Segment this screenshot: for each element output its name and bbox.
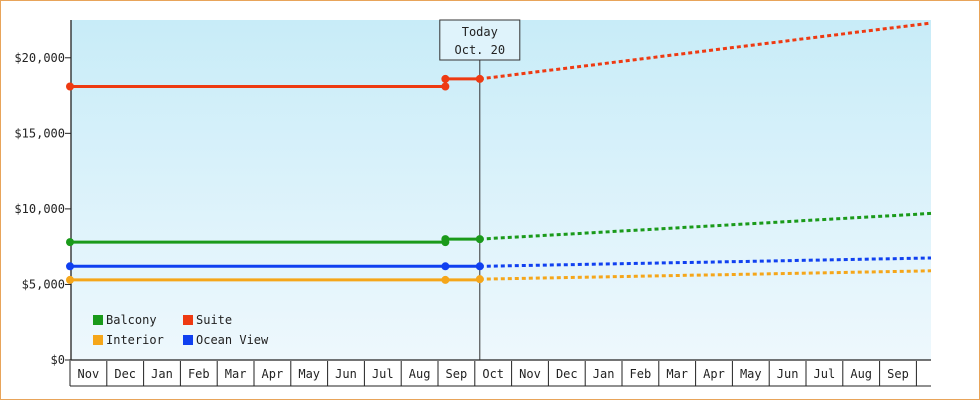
interior-point (441, 275, 450, 284)
x-tick-label: Feb (188, 367, 210, 381)
x-tick-label: Jan (151, 367, 173, 381)
legend-label-suite: Suite (196, 313, 232, 327)
balcony-point (475, 235, 484, 244)
suite-point (475, 74, 484, 83)
legend-label-interior: Interior (106, 333, 164, 347)
today-callout-box (439, 19, 521, 61)
x-tick-label: Sep (446, 367, 468, 381)
x-tick-label: Jul (372, 367, 394, 381)
x-tick-label: Oct (482, 367, 504, 381)
today-callout-line1: Today (462, 25, 498, 39)
balcony-forecast-line (479, 211, 932, 241)
suite-point (441, 82, 450, 91)
suite-point (441, 74, 450, 83)
x-tick-label: May (298, 367, 320, 381)
x-tick-label: Apr (703, 367, 725, 381)
x-tick-label: Feb (630, 367, 652, 381)
y-tick-label: $10,000 (14, 202, 65, 216)
legend-swatch-interior (93, 335, 103, 345)
y-tick-label: $20,000 (14, 51, 65, 65)
today-callout-line2: Oct. 20 (455, 43, 506, 57)
x-tick-label: Nov (78, 367, 100, 381)
x-tick-label: Aug (850, 367, 872, 381)
series-lines (66, 21, 932, 284)
y-axis: $0 $5,000 $10,000 $15,000 $20,000 (14, 20, 72, 367)
x-tick-label: Nov (519, 367, 541, 381)
legend-label-ocean-view: Ocean View (196, 333, 269, 347)
x-tick-label: May (740, 367, 762, 381)
balcony-point (441, 235, 450, 244)
interior-point (475, 275, 484, 284)
x-tick-label: Aug (409, 367, 431, 381)
x-tick-label: Dec (556, 367, 578, 381)
x-tick-label: Jul (814, 367, 836, 381)
interior-forecast-line (479, 269, 932, 281)
x-tick-label: Dec (114, 367, 136, 381)
x-tick-label: Jan (593, 367, 615, 381)
x-tick-label: Sep (887, 367, 909, 381)
suite-forecast-line (479, 21, 932, 81)
x-tick-label: Jun (777, 367, 799, 381)
x-axis: Nov Dec Jan Feb Mar Apr May Jun Jul Aug Sep Oct Nov D… (69, 359, 931, 387)
ocean-view-point (475, 262, 484, 271)
ocean-view-forecast-line (479, 256, 932, 268)
legend-swatch-ocean-view (183, 335, 193, 345)
plot-background (71, 20, 931, 360)
ocean-view-point (441, 262, 450, 271)
legend-swatch-balcony (93, 315, 103, 325)
y-tick-label: $0 (51, 353, 65, 367)
x-tick-label: Apr (262, 367, 284, 381)
x-tick-label: Jun (335, 367, 357, 381)
x-tick-label: Mar (225, 367, 247, 381)
balcony-point (66, 238, 74, 247)
legend: Balcony Suite Interior Ocean View (93, 313, 269, 347)
ocean-view-point (66, 262, 74, 271)
x-tick-label: Mar (666, 367, 688, 381)
y-tick-label: $15,000 (14, 126, 65, 140)
interior-point (66, 275, 74, 284)
legend-label-balcony: Balcony (106, 313, 157, 327)
legend-swatch-suite (183, 315, 193, 325)
today-marker: Today Oct. 20 (439, 19, 521, 360)
y-tick-label: $5,000 (22, 277, 65, 291)
suite-point (66, 82, 74, 91)
